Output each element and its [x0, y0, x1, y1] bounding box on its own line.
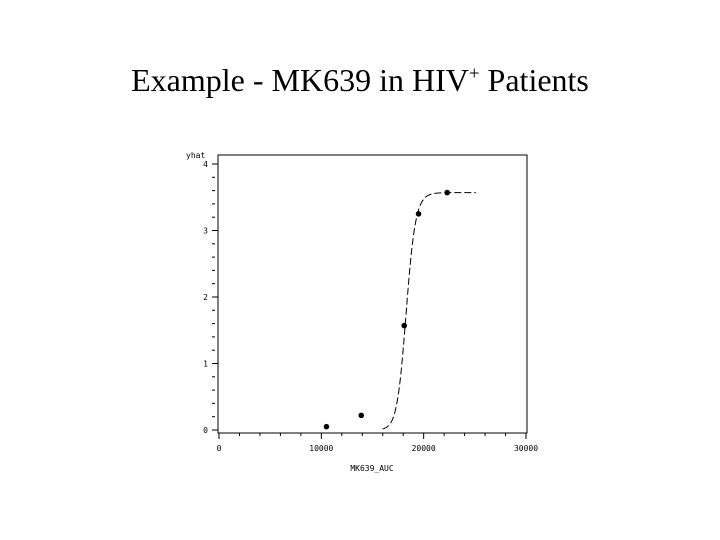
slide-title: Example - MK639 in HIV+ Patients — [0, 62, 720, 99]
x-tick-label: 20000 — [412, 444, 436, 453]
slide-title-tail: Patients — [479, 62, 589, 98]
fit-curve — [382, 192, 476, 430]
y-axis-title: yhat — [186, 151, 205, 160]
x-axis-title: MK639_AUC — [350, 464, 394, 473]
y-tick-label: 2 — [203, 293, 208, 302]
y-tick-label: 0 — [203, 426, 208, 435]
x-axis-ticks: 0 10000 20000 30000 — [217, 433, 538, 453]
y-tick-label: 4 — [203, 160, 208, 169]
data-point — [401, 322, 408, 329]
x-tick-label: 10000 — [309, 444, 333, 453]
data-point — [415, 211, 422, 217]
x-tick-label: 0 — [217, 444, 222, 453]
y-tick-label: 3 — [203, 227, 208, 236]
y-tick-label: 1 — [203, 360, 208, 369]
slide-title-superscript: + — [468, 63, 480, 85]
slide-title-main: Example - MK639 in HIV — [131, 62, 469, 98]
data-point — [323, 423, 330, 430]
data-point — [444, 189, 451, 196]
data-point — [358, 412, 365, 419]
plot-frame — [217, 154, 528, 434]
y-axis-ticks: 0 1 2 3 4 — [203, 160, 218, 435]
data-points — [323, 189, 451, 430]
x-tick-label: 30000 — [514, 444, 538, 453]
